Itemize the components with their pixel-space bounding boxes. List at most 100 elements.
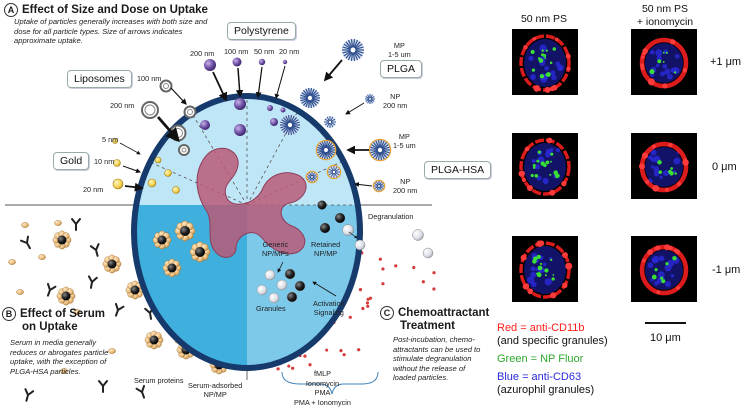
retained-particle <box>320 223 330 233</box>
gold-particle <box>147 178 157 188</box>
granules-label: Granules <box>256 304 286 313</box>
section-b-title-line1: Effect of Serum <box>20 308 105 321</box>
stimuli-bracket <box>281 371 379 395</box>
section-b-title-line2: on Uptake <box>22 321 78 334</box>
degranulation-label: Degranulation <box>368 212 414 221</box>
scale-bar-label: 10 μm <box>650 332 681 344</box>
col2-header: 50 nm PS + ionomycin <box>636 3 694 28</box>
arrow-icon <box>323 59 343 82</box>
arrow-icon <box>235 67 244 98</box>
micrograph-ps-zero <box>512 133 578 199</box>
arrow-icon <box>124 182 144 192</box>
arrow-icon <box>345 102 365 115</box>
arrow-icon <box>354 181 373 187</box>
section-a-title: A Effect of Size and Dose on Uptake <box>4 3 208 17</box>
ps-50nm-label: 50 nm <box>254 47 275 56</box>
polystyrene-particle <box>234 98 246 110</box>
gold-particle <box>112 178 124 190</box>
stimulus-ionomycin: Ionomycin <box>305 378 340 388</box>
arrow-icon <box>156 116 180 143</box>
gold-particle <box>112 138 118 144</box>
hsa-np-label: NP 200 nm <box>393 177 418 195</box>
serum-protein-icon <box>108 348 116 354</box>
legend-blue-sub: (azurophil granules) <box>497 384 595 396</box>
cell-membrane <box>131 93 363 371</box>
serum-protein-icon <box>21 222 29 228</box>
stimuli-list: fMLP Ionomycin PMA PMA + Ionomycin <box>294 369 351 407</box>
polystyrene-particle <box>234 124 246 136</box>
chemoattractant-dots <box>276 251 436 371</box>
antibody-icon <box>20 235 31 250</box>
serum-adsorbed-particle <box>174 220 196 242</box>
plga-particle <box>300 88 320 108</box>
legend-green: Green = NP Fluor <box>497 353 584 365</box>
liposome-particle <box>141 101 159 119</box>
serum-adsorbed-particle <box>52 230 72 250</box>
arrow-icon <box>255 66 263 99</box>
granule-icon <box>268 292 280 304</box>
ps-100nm-label: 100 nm <box>224 47 249 56</box>
antibody-icon <box>24 388 35 402</box>
legend-red-sub: (and specific granules) <box>497 335 608 347</box>
plga-particle <box>372 179 386 193</box>
liposome-particle <box>178 144 190 156</box>
plga-particle <box>305 170 319 184</box>
nucleus <box>196 147 307 258</box>
arrow-icon <box>277 261 284 273</box>
section-c-title-line2: Treatment <box>400 320 455 333</box>
section-b-note: Serum in media generally reduces or abro… <box>10 338 109 376</box>
schematic-diagram <box>5 39 436 402</box>
antibody-icon <box>135 384 146 399</box>
section-a-note: Uptake of particles generally increases … <box>14 17 208 46</box>
hsa-mp-label: MP 1-5 um <box>393 132 416 150</box>
arrow-icon <box>212 71 228 102</box>
polystyrene-particle <box>258 58 266 66</box>
ps-20nm-label: 20 nm <box>279 47 300 56</box>
arrow-icon <box>170 87 187 105</box>
section-c-letter: C <box>380 306 394 320</box>
serum-adsorbed-particle <box>189 241 211 263</box>
plga-hsa-label: PLGA-HSA <box>424 161 492 179</box>
stimulus-pma-ionomycin: PMA + Ionomycin <box>294 397 351 407</box>
antibody-icon <box>98 380 108 393</box>
granule-icon <box>342 224 354 236</box>
arrow-icon <box>312 281 337 297</box>
gold-label: Gold <box>53 152 90 170</box>
granule-icon <box>354 239 366 251</box>
legend-red: Red = anti-CD11b <box>497 322 585 334</box>
section-c-note: Post-incubation, chemo-attractants can b… <box>393 335 481 383</box>
granule-icon <box>256 284 268 296</box>
micrograph-ps-plus1 <box>512 29 578 95</box>
gold-particle <box>154 156 162 164</box>
granule-icon <box>276 279 288 291</box>
serum-adsorbed-particle <box>162 258 182 278</box>
section-a-title-text: Effect of Size and Dose on Uptake <box>22 4 208 17</box>
granule-icon <box>286 291 298 303</box>
plga-particle <box>326 164 342 180</box>
antibody-icon <box>89 243 100 257</box>
granule-icon <box>412 229 424 241</box>
lipo-100nm-label: 100 nm <box>137 74 162 83</box>
section-c-title-line1: Chemoattractant <box>398 307 490 320</box>
serum-adsorbed-particle <box>152 230 172 250</box>
gold-particle <box>113 159 121 167</box>
plga-particle <box>368 138 392 162</box>
gold-particle <box>164 169 172 177</box>
generic-nps-label: Generic NP/MPs <box>262 240 289 258</box>
legend-blue: Blue = anti-CD63 <box>497 371 582 383</box>
serum-adsorbed-label: Serum-adsorbed NP/MP <box>188 381 243 399</box>
retained-particle <box>317 200 327 210</box>
col1-header: 50 nm PS <box>520 13 568 25</box>
arrow-icon <box>274 65 286 99</box>
micrograph-iono-minus1 <box>631 236 697 302</box>
liposome-particle <box>159 79 173 93</box>
gold-20nm-label: 20 nm <box>83 185 104 194</box>
retained-np-label: Retained NP/MP <box>311 240 341 258</box>
plga-particle <box>324 116 336 128</box>
gold-5nm-label: 5 nm <box>102 135 119 144</box>
serum-protein-icon <box>8 259 16 265</box>
liposomes-label: Liposomes <box>67 70 132 88</box>
ps-200nm-label: 200 nm <box>190 49 215 58</box>
antibody-icon <box>87 275 98 289</box>
